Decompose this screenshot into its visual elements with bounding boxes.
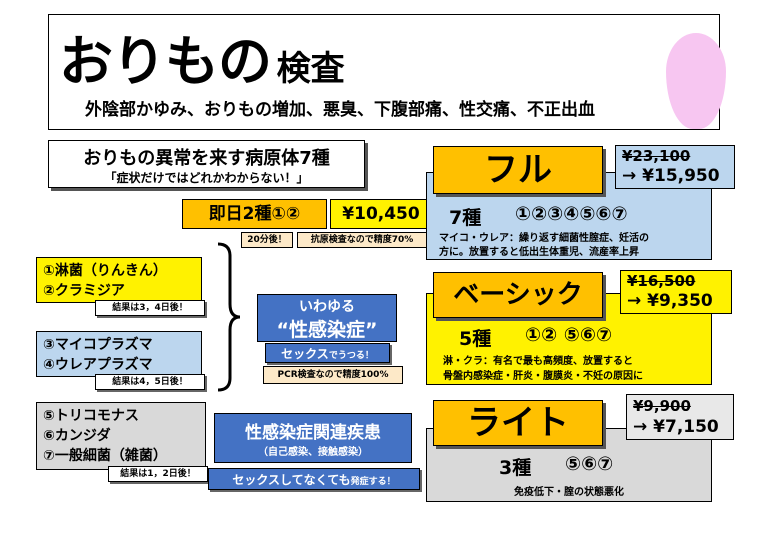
plan-full-desc-2: 方に。放置すると低出生体重児、流産率上昇	[439, 247, 639, 258]
pathogen-6: ⑥カンジダ	[43, 428, 111, 444]
std-box: いわゆる “性感染症”	[257, 294, 397, 342]
same-day-price: ¥10,450	[330, 199, 432, 229]
plan-full-old-price: ¥23,100	[622, 147, 691, 165]
pathogen-5: ⑤トリコモナス	[43, 408, 139, 424]
title-main: おりもの	[59, 30, 272, 93]
plan-full-new-price: → ¥15,950	[622, 166, 720, 186]
pathogen-7: ⑦一般細菌（雑菌）	[43, 448, 167, 464]
plan-basic-desc-2: 骨盤内感染症・肝炎・腹膜炎・不妊の原因に	[443, 371, 643, 382]
plan-basic-old-price: ¥16,500	[627, 272, 696, 290]
same-day-label: 即日2種①②	[182, 199, 327, 229]
pathogens-subtitle: 「症状だけではどれかわからない！」	[104, 171, 309, 185]
plan-light-desc-1: 免疫低下・腟の状態悪化	[514, 487, 624, 498]
plan-full-name: フル	[433, 146, 603, 194]
bracket-decoration	[217, 242, 241, 392]
plan-full-price: ¥23,100 → ¥15,950	[615, 145, 735, 189]
pink-blob-decoration	[666, 33, 726, 129]
pcr-note: PCR検査なので精度100%	[263, 366, 403, 384]
plan-full-desc-1: マイコ・ウレア：繰り返す細菌性腟症、妊活の	[439, 233, 649, 244]
plan-light-old-price: ¥9,900	[633, 397, 691, 415]
pathogen-2: ②クラミジア	[43, 283, 125, 299]
pathogen-4: ④ウレアプラズマ	[43, 357, 153, 373]
pathogen-1: ①淋菌（りんきん）	[43, 263, 167, 279]
plan-light-price: ¥9,900 → ¥7,150	[626, 394, 734, 440]
plan-basic-nums: ①② ⑤⑥⑦	[525, 324, 613, 346]
std-title: “性感染症”	[276, 319, 378, 341]
page-title: おりもの 検査	[59, 17, 345, 96]
header-box: おりもの 検査 外陰部かゆみ、おりもの増加、悪臭、下腹部痛、性交痛、不正出血	[48, 14, 726, 130]
std-sub: セックスでうつる！	[265, 343, 390, 363]
group-2-box: ③マイコプラズマ ④ウレアプラズマ	[36, 331, 202, 377]
group-3-result: 結果は1，2日後！	[108, 466, 208, 482]
symptoms-subtitle: 外陰部かゆみ、おりもの増加、悪臭、下腹部痛、性交痛、不正出血	[85, 100, 595, 120]
related-box: 性感染症関連疾患 （自己感染、接触感染）	[214, 413, 412, 463]
plan-basic-count: 5種	[459, 328, 492, 350]
plan-light-new-price: → ¥7,150	[633, 417, 719, 437]
same-day-accuracy-note: 抗原検査なので精度70%	[297, 232, 427, 248]
group-2-result: 結果は4，5日後！	[95, 374, 205, 390]
pathogens-title: おりもの異常を来す病原体7種	[83, 148, 330, 169]
plan-light-name: ライト	[433, 400, 603, 446]
plan-basic-desc-1: 淋・クラ：有名で最も高頻度、放置すると	[443, 356, 633, 367]
plan-basic-price: ¥16,500 → ¥9,350	[620, 270, 732, 314]
title-suffix: 検査	[276, 49, 345, 89]
plan-full-count: 7種	[449, 207, 482, 229]
pathogen-3: ③マイコプラズマ	[43, 337, 153, 353]
plan-basic-new-price: → ¥9,350	[627, 291, 713, 311]
related-note: セックスしてなくても発症する！	[208, 468, 420, 490]
group-1-box: ①淋菌（りんきん） ②クラミジア	[36, 257, 202, 303]
group-3-box: ⑤トリコモナス ⑥カンジダ ⑦一般細菌（雑菌）	[36, 402, 206, 470]
related-sub: （自己感染、接触感染）	[258, 447, 368, 458]
std-pre: いわゆる	[299, 299, 355, 315]
plan-light-count: 3種	[499, 457, 532, 479]
group-1-result: 結果は3，4日後！	[95, 300, 205, 316]
plan-basic-name: ベーシック	[433, 272, 603, 318]
related-title: 性感染症関連疾患	[245, 423, 381, 443]
plan-light-nums: ⑤⑥⑦	[565, 453, 614, 475]
plan-full-nums: ①②③④⑤⑥⑦	[515, 203, 628, 225]
same-day-time-note: 20分後！	[241, 232, 293, 248]
pathogens-title-box: おりもの異常を来す病原体7種 「症状だけではどれかわからない！」	[48, 140, 365, 188]
